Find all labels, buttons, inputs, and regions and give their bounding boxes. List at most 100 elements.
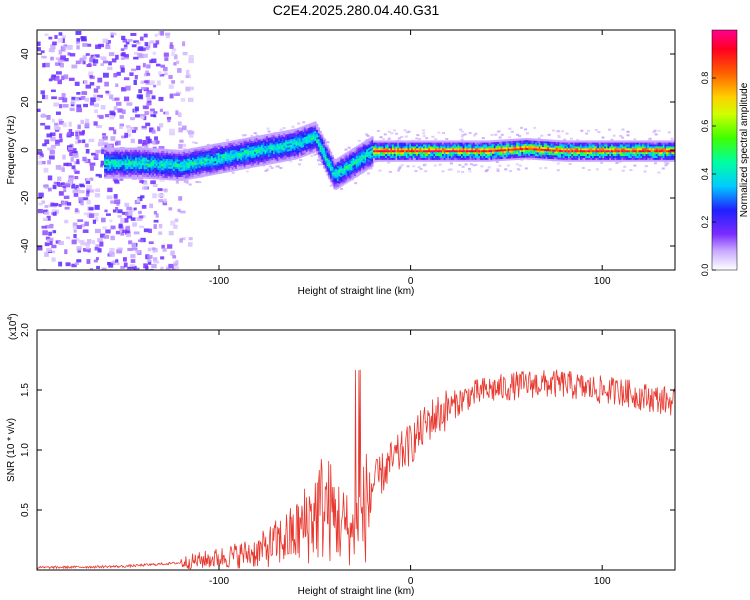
band-cell xyxy=(366,147,369,150)
noise-cell xyxy=(73,229,77,233)
band-cell xyxy=(336,163,340,166)
band-cell xyxy=(278,160,281,163)
band-cell xyxy=(421,159,424,162)
band-cell xyxy=(267,145,271,148)
band-cell xyxy=(309,152,312,155)
band-cell xyxy=(373,157,376,160)
noise-cell xyxy=(91,240,96,245)
band-cell xyxy=(257,162,260,165)
band-cell xyxy=(292,140,295,143)
band-cell xyxy=(155,163,158,166)
band-cell xyxy=(273,134,276,137)
band-cell xyxy=(314,144,317,147)
band-cell xyxy=(219,152,222,155)
band-cell xyxy=(248,139,252,142)
band-cell xyxy=(195,172,198,175)
band-cell xyxy=(410,142,414,145)
band-cell xyxy=(507,152,510,155)
band-cell xyxy=(478,150,481,153)
band-cell xyxy=(205,156,208,160)
band-cell xyxy=(336,186,340,189)
band-cell xyxy=(173,172,176,175)
band-cell xyxy=(467,142,471,145)
noise-cell xyxy=(71,99,76,105)
band-cell xyxy=(410,146,414,149)
band-cell xyxy=(274,159,277,162)
band-cell xyxy=(283,142,286,145)
band-cell xyxy=(435,159,438,162)
band-cell xyxy=(554,151,557,154)
band-cell xyxy=(426,142,429,145)
band-cell xyxy=(414,155,417,158)
band-cell xyxy=(236,143,240,146)
band-cell xyxy=(212,168,215,172)
noise-cell xyxy=(95,217,99,222)
band-cell xyxy=(548,150,552,154)
band-cell xyxy=(447,153,450,157)
band-cell xyxy=(195,166,198,169)
noise-cell xyxy=(156,80,161,86)
band-cell xyxy=(473,144,476,147)
band-cell xyxy=(124,153,127,156)
band-cell xyxy=(395,150,398,153)
band-cell xyxy=(195,160,198,163)
band-cell xyxy=(381,142,384,145)
noise-cell xyxy=(422,135,426,138)
noise-cell xyxy=(147,260,152,265)
band-cell xyxy=(416,153,419,157)
band-cell xyxy=(359,166,362,169)
band-cell xyxy=(129,147,133,150)
band-cell xyxy=(324,166,327,169)
noise-cell xyxy=(45,224,50,229)
band-cell xyxy=(328,171,331,174)
band-cell xyxy=(429,155,433,158)
band-cell xyxy=(392,146,395,149)
band-cell xyxy=(179,161,183,164)
band-cell xyxy=(504,150,507,154)
band-cell xyxy=(207,158,210,161)
band-cell xyxy=(133,153,136,156)
band-cell xyxy=(342,156,345,159)
band-cell xyxy=(378,150,381,153)
band-cell xyxy=(202,157,205,160)
band-cell xyxy=(193,149,196,152)
band-cell xyxy=(304,144,307,147)
band-cell xyxy=(398,151,402,155)
band-cell xyxy=(298,155,302,159)
band-cell xyxy=(519,138,522,141)
band-cell xyxy=(145,165,148,168)
band-cell xyxy=(310,139,314,143)
band-cell xyxy=(490,159,493,162)
band-cell xyxy=(110,147,114,150)
noise-cell xyxy=(102,60,109,64)
band-cell xyxy=(226,156,229,159)
band-cell xyxy=(336,171,340,174)
band-cell xyxy=(191,149,195,152)
band-cell xyxy=(454,140,457,143)
band-cell xyxy=(445,155,448,158)
band-cell xyxy=(166,152,169,156)
noise-cell xyxy=(93,156,98,160)
band-cell xyxy=(147,157,150,160)
band-cell xyxy=(402,159,405,162)
band-cell xyxy=(369,166,372,169)
band-cell xyxy=(128,159,131,162)
band-cell xyxy=(171,153,174,156)
band-cell xyxy=(393,140,396,143)
band-cell xyxy=(255,147,258,150)
band-cell xyxy=(191,165,195,168)
band-cell xyxy=(278,156,281,159)
noise-cell xyxy=(445,137,449,140)
band-cell xyxy=(191,168,195,172)
noise-cell xyxy=(61,75,65,81)
noise-cell xyxy=(168,84,174,89)
band-cell xyxy=(324,152,327,155)
noise-cell xyxy=(568,163,572,166)
band-cell xyxy=(293,140,296,143)
band-cell xyxy=(224,162,227,166)
band-cell xyxy=(428,140,431,143)
band-cell xyxy=(188,148,191,151)
band-cell xyxy=(262,148,265,151)
band-cell xyxy=(528,138,531,141)
band-cell xyxy=(517,153,521,157)
